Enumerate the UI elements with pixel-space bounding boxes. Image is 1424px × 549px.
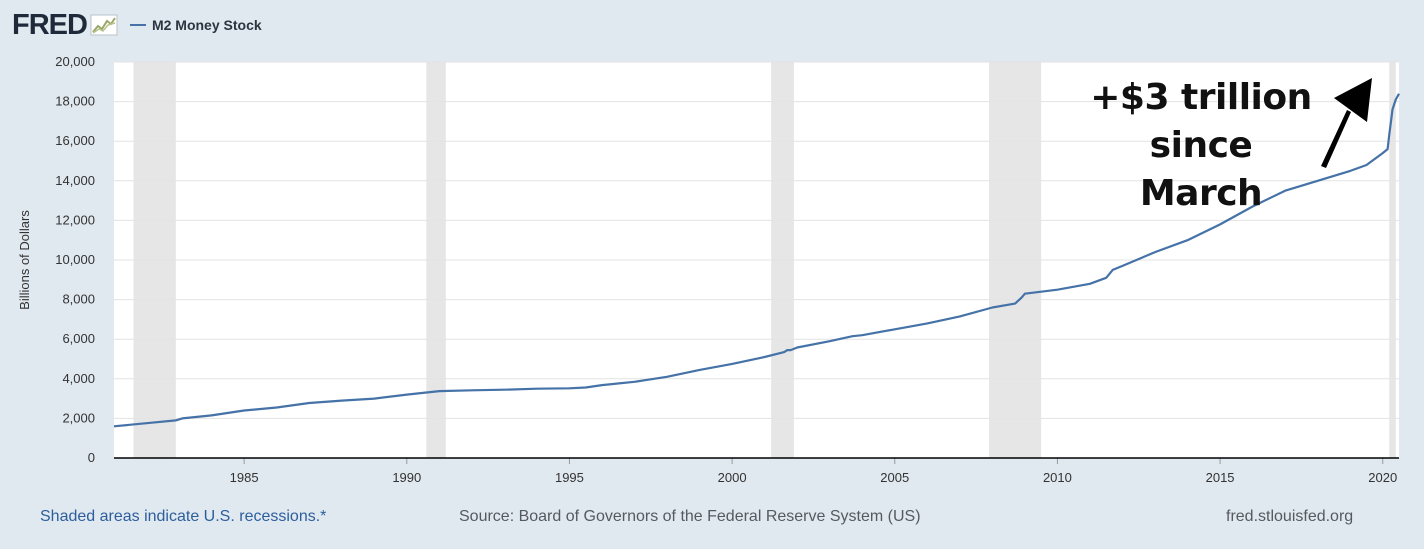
annotation-text: +$3 trillion since March [1085,74,1317,218]
x-tick-label: 2015 [1206,470,1235,485]
y-tick-labels: 0 2,000 4,000 6,000 8,000 10,000 12,000 14,000 1… [55,54,95,465]
y-tick-label: 10,000 [55,252,95,267]
legend-swatch [129,24,146,26]
gridlines [114,61,1399,419]
y-tick-label: 14,000 [55,173,95,188]
annotation-arrow [1321,78,1372,168]
x-tick-label: 2005 [880,470,909,485]
line-chart[interactable]: 0 2,000 4,000 6,000 8,000 10,000 12,000 14,000 1… [0,0,1424,500]
x-tick-labels: 1985 1990 1995 2000 2005 2010 2015 2020 [230,458,1397,485]
y-axis-label: Billions of Dollars [17,210,32,310]
series-line-m2[interactable] [113,93,1400,428]
legend[interactable]: M2 Money Stock [129,17,262,33]
fred-logo[interactable]: FRED [12,8,88,41]
y-tick-label: 20,000 [55,54,95,69]
y-tick-label: 6,000 [62,331,95,346]
chart-header: FRED M2 Money Stock [12,8,262,42]
y-tick-label: 8,000 [62,292,95,307]
y-tick-label: 18,000 [55,94,95,109]
site-url: fred.stlouisfed.org [1226,508,1354,525]
source-note: Source: Board of Governors of the Federa… [459,508,921,525]
legend-label: M2 Money Stock [151,17,262,33]
x-tick-label: 1985 [230,470,259,485]
x-tick-label: 1995 [555,470,584,485]
x-tick-label: 1990 [392,470,421,485]
y-tick-label: 4,000 [62,371,95,386]
y-tick-label: 16,000 [55,133,95,148]
y-tick-label: 0 [88,450,95,465]
line-chart-icon [90,14,118,36]
annotation-line-2: since March [1139,125,1263,214]
x-tick-label: 2000 [718,470,747,485]
y-tick-label: 2,000 [62,410,95,425]
y-tick-label: 12,000 [55,212,95,227]
annotation-line-1: +$3 trillion [1090,77,1312,118]
x-tick-label: 2010 [1043,470,1072,485]
recessions-note-link[interactable]: Shaded areas indicate U.S. recessions.* [40,508,327,525]
x-tick-label: 2020 [1368,470,1397,485]
